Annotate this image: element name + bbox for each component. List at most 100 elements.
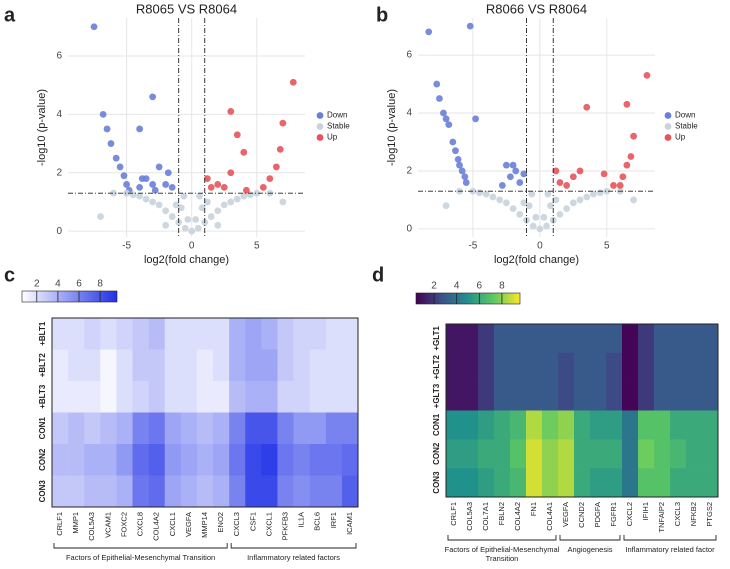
heatmap-cell <box>510 381 527 411</box>
heatmap-cell <box>446 352 463 382</box>
data-point <box>198 204 206 212</box>
data-point <box>107 140 115 147</box>
heatmap-cell <box>325 349 343 382</box>
heatmap-cell <box>52 318 69 350</box>
data-point <box>576 167 584 175</box>
heatmap-cell <box>180 349 198 382</box>
data-point <box>172 201 180 209</box>
heatmap-cell <box>510 439 527 469</box>
data-point <box>623 161 631 169</box>
column-label: PTGS2 <box>705 502 714 527</box>
data-point <box>502 199 510 207</box>
group-label: Inflammatory related factors <box>247 553 341 562</box>
heatmap-cell <box>309 475 327 508</box>
data-point <box>489 193 497 201</box>
heatmap-cell <box>293 444 310 476</box>
legend-swatch <box>316 112 324 119</box>
data-point <box>449 138 457 146</box>
data-point <box>630 196 637 204</box>
heatmap-cell <box>702 324 719 354</box>
heatmap-cell <box>196 444 214 476</box>
colorbar-tick-label: 2 <box>34 279 40 290</box>
data-point <box>452 147 459 155</box>
heatmap-cell <box>68 412 85 445</box>
heatmap-cell <box>84 412 101 445</box>
column-label: IRF1 <box>329 512 338 528</box>
heatmap-cell <box>213 381 230 413</box>
data-point <box>123 189 130 197</box>
data-point <box>196 192 203 200</box>
heatmap-cell <box>654 381 671 411</box>
group-label-box: Factors of Epithelial-Mesenchymal Transi… <box>66 553 215 562</box>
data-point <box>498 182 506 189</box>
heatmap-cell <box>558 410 575 440</box>
data-point <box>520 199 528 207</box>
data-point <box>272 163 280 171</box>
heatmap-cell <box>148 475 166 508</box>
column-label: CXCL8 <box>136 512 145 536</box>
data-point <box>112 154 120 162</box>
data-point <box>616 182 624 189</box>
column-label: NFKB2 <box>689 502 698 526</box>
heatmap-cell <box>164 349 182 382</box>
heatmap-cell <box>574 439 591 469</box>
heatmap-cell <box>606 352 623 382</box>
column-label: ICAM1 <box>345 512 354 535</box>
legend-swatch <box>664 134 672 141</box>
heatmap-frame <box>445 323 719 498</box>
column-label: CXCL3 <box>232 512 241 536</box>
data-point <box>482 190 490 198</box>
heatmap-cell <box>309 412 327 445</box>
heatmap-cell <box>84 381 101 413</box>
heatmap-cell <box>341 381 359 413</box>
data-point <box>243 186 250 194</box>
heatmap-cell <box>68 318 85 350</box>
data-point <box>433 80 441 88</box>
heatmap-cell <box>526 468 543 498</box>
heatmap-cell <box>213 318 230 350</box>
heatmap-cell <box>638 381 655 411</box>
data-point <box>458 167 466 175</box>
colorbar-tick-label: 6 <box>477 281 483 292</box>
heatmap-cell <box>542 324 559 354</box>
data-point <box>528 190 536 198</box>
data-point <box>600 170 608 178</box>
column-label: CSF1 <box>248 512 257 531</box>
y-axis-label: -log10 (p-value) <box>386 89 398 166</box>
heatmap-cell <box>526 410 543 440</box>
data-point <box>168 213 176 220</box>
heatmap-cell <box>686 410 703 440</box>
data-point <box>180 192 188 200</box>
column-label: VEGFA <box>561 502 570 527</box>
data-point <box>233 195 241 203</box>
heatmap-cell <box>100 318 117 350</box>
column-label: FBLN2 <box>497 502 506 525</box>
column-label: IL1A <box>297 512 306 527</box>
column-label: FOXC2 <box>119 512 128 537</box>
row-label: +GLT3 <box>432 383 441 408</box>
data-point <box>445 121 453 129</box>
data-point <box>207 213 215 220</box>
group-label-box: Inflammatory related factors <box>247 553 341 562</box>
data-point <box>220 201 228 209</box>
heatmap-cell <box>132 444 149 476</box>
heatmap-cell <box>261 444 278 476</box>
data-point <box>476 189 483 197</box>
heatmap-cell <box>84 475 101 508</box>
heatmap-cell <box>590 381 607 411</box>
column-label: FGFR1 <box>609 502 618 527</box>
data-point <box>142 195 150 203</box>
heatmap-cell <box>245 412 262 445</box>
heatmap-cell <box>261 381 278 413</box>
data-point <box>540 213 548 221</box>
heatmap-cell <box>325 444 343 476</box>
data-point <box>123 181 130 188</box>
heatmap-cell <box>132 412 149 445</box>
column-label: COL4A2 <box>513 502 522 531</box>
column-label: CCND2 <box>577 502 586 528</box>
y-tick-label: 4 <box>406 108 412 119</box>
heatmap-cell <box>606 410 623 440</box>
heatmap-cell <box>341 444 359 476</box>
data-point <box>214 181 222 188</box>
heatmap-cell <box>526 439 543 469</box>
